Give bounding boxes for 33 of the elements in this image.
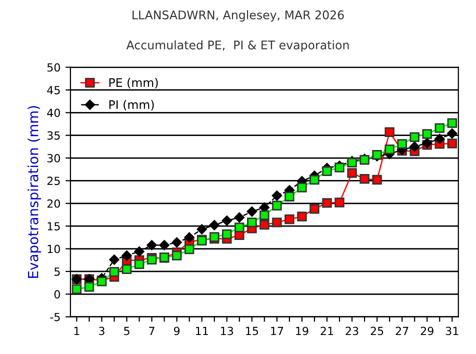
x-tick-label: 19 <box>296 326 308 336</box>
legend-label: PE (mm) <box>109 78 158 88</box>
y-tick-label: 45 <box>47 86 60 94</box>
y-tick-label: 40 <box>47 108 60 118</box>
x-tick-label: 5 <box>124 326 130 336</box>
y-tick-label: -5 <box>50 312 60 322</box>
x-tick-label: 3 <box>99 326 104 336</box>
y-tick-label: 30 <box>47 154 60 162</box>
x-tick-label: 23 <box>346 326 358 336</box>
y-tick-label: 10 <box>48 244 60 254</box>
x-tick-label: 21 <box>320 326 334 335</box>
chart-title: LLANSADWRN, Anglesey, MAR 2026 <box>132 10 344 22</box>
x-tick-label: 11 <box>196 326 208 335</box>
y-tick-label: 35 <box>47 131 60 140</box>
y-tick-label: 0 <box>54 290 60 299</box>
y-axis-title: Evapotranspiration (mm) <box>28 106 42 278</box>
x-tick-label: 17 <box>271 326 284 335</box>
y-tick-label: 25 <box>47 176 60 186</box>
x-tick-label: 25 <box>370 326 384 336</box>
chart-subtitle: Accumulated PE, PI & ET evaporation <box>126 40 349 52</box>
x-tick-label: 1 <box>74 326 80 335</box>
y-tick-label: 15 <box>48 222 60 230</box>
x-tick-label: 7 <box>149 326 154 335</box>
x-tick-label: 13 <box>221 326 234 336</box>
y-tick-label: 5 <box>54 268 60 276</box>
x-tick-label: 15 <box>246 326 258 336</box>
y-tick-label: 50 <box>47 63 60 72</box>
x-tick-label: 31 <box>446 326 458 336</box>
y-tick-label: 20 <box>47 199 60 208</box>
x-tick-label: 27 <box>396 326 408 335</box>
legend-label: PI (mm) <box>109 100 154 110</box>
x-tick-label: 9 <box>174 326 180 336</box>
x-tick-label: 29 <box>420 326 434 336</box>
